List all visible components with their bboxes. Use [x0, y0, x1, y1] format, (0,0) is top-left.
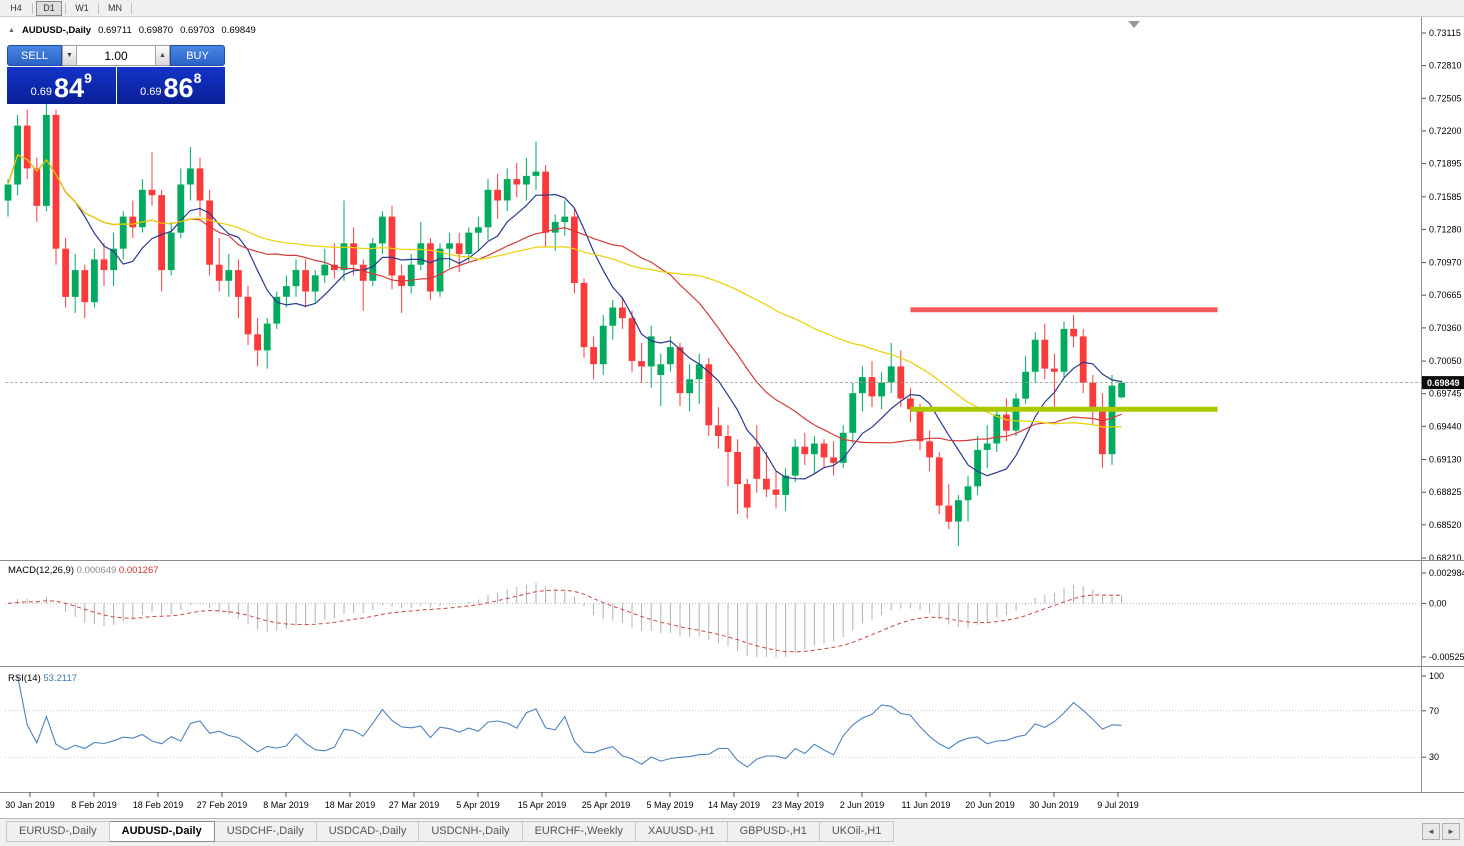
svg-text:18 Mar 2019: 18 Mar 2019	[325, 800, 376, 810]
buy-price-prefix: 0.69	[140, 86, 162, 98]
buy-price-pips: 86	[163, 73, 194, 103]
svg-text:0.68210: 0.68210	[1429, 553, 1462, 563]
triangle-down-icon: ▼	[66, 52, 73, 59]
chart-shift-icon	[1128, 21, 1140, 28]
tab-eurusd-daily[interactable]: EURUSD-,Daily	[6, 821, 110, 842]
symbol-tabs: EURUSD-,Daily AUDUSD-,Daily USDCHF-,Daily U…	[6, 821, 895, 842]
svg-text:0.002984: 0.002984	[1429, 568, 1464, 578]
svg-text:2 Jun 2019: 2 Jun 2019	[840, 800, 885, 810]
svg-text:-0.005256: -0.005256	[1429, 652, 1464, 662]
volume-decrease-button[interactable]: ▼	[62, 45, 77, 66]
buy-price-point: 8	[193, 70, 202, 86]
arrow-right-icon: ►	[1447, 827, 1455, 836]
chart-window: 0.73115 0.72810 0.72505 0.72200 0.71895 0.715…	[0, 17, 1464, 818]
sell-price[interactable]: 0.69 84 9	[7, 67, 116, 104]
candlestick-series	[4, 98, 1125, 547]
toolbar-separator	[131, 2, 132, 14]
tabs-scroll-left-button[interactable]: ◄	[1422, 823, 1440, 840]
svg-text:0.69440: 0.69440	[1429, 421, 1462, 431]
support-resistance-levels	[910, 307, 1218, 412]
pane-separators	[0, 17, 1464, 793]
svg-text:30 Jun 2019: 30 Jun 2019	[1029, 800, 1079, 810]
svg-text:23 May 2019: 23 May 2019	[772, 800, 824, 810]
triangle-up-icon: ▲	[159, 52, 166, 59]
one-click-trading-panel: SELL ▼ 1.00 ▲ BUY 0.69 84 9 0.69 86 8	[7, 45, 225, 104]
svg-text:0.70970: 0.70970	[1429, 258, 1462, 268]
timeframe-h4-button[interactable]: H4	[3, 0, 29, 16]
svg-text:0.71585: 0.71585	[1429, 192, 1462, 202]
svg-text:30 Jan 2019: 30 Jan 2019	[5, 800, 55, 810]
svg-text:0.70360: 0.70360	[1429, 323, 1462, 333]
svg-text:15 Apr 2019: 15 Apr 2019	[518, 800, 567, 810]
sell-price-prefix: 0.69	[30, 86, 53, 98]
svg-text:18 Feb 2019: 18 Feb 2019	[133, 800, 184, 810]
tabs-scroll-right-button[interactable]: ►	[1442, 823, 1460, 840]
one-click-collapse-icon[interactable]: ▲	[8, 27, 15, 34]
svg-text:0.69130: 0.69130	[1429, 455, 1462, 465]
svg-text:0.70665: 0.70665	[1429, 290, 1462, 300]
svg-text:0.72505: 0.72505	[1429, 93, 1462, 103]
svg-text:5 Apr 2019: 5 Apr 2019	[456, 800, 500, 810]
tab-ukoil-h1[interactable]: UKOil-,H1	[819, 821, 895, 842]
toolbar-separator	[65, 2, 66, 14]
toolbar-separator	[98, 2, 99, 14]
svg-text:30: 30	[1429, 752, 1439, 762]
svg-text:0.72200: 0.72200	[1429, 126, 1462, 136]
price-axis: 0.73115 0.72810 0.72505 0.72200 0.71895 0.715…	[1422, 28, 1464, 762]
bid-price-line	[5, 21, 1421, 384]
svg-text:8 Mar 2019: 8 Mar 2019	[263, 800, 309, 810]
svg-text:5 May 2019: 5 May 2019	[646, 800, 693, 810]
svg-text:14 May 2019: 14 May 2019	[708, 800, 760, 810]
symbol-tabbar: EURUSD-,Daily AUDUSD-,Daily USDCHF-,Daily U…	[0, 818, 1464, 846]
buy-button[interactable]: BUY	[170, 45, 225, 66]
svg-text:0.71895: 0.71895	[1429, 159, 1462, 169]
tab-usdcad-daily[interactable]: USDCAD-,Daily	[316, 821, 420, 842]
svg-text:20 Jun 2019: 20 Jun 2019	[965, 800, 1015, 810]
svg-text:0.68520: 0.68520	[1429, 520, 1462, 530]
tab-audusd-daily[interactable]: AUDUSD-,Daily	[109, 821, 215, 842]
tab-gbpusd-h1[interactable]: GBPUSD-,H1	[727, 821, 820, 842]
macd-pane	[5, 583, 1421, 657]
svg-text:0.72810: 0.72810	[1429, 61, 1462, 71]
sell-button[interactable]: SELL	[7, 45, 62, 66]
svg-text:25 Apr 2019: 25 Apr 2019	[582, 800, 631, 810]
svg-text:0.00: 0.00	[1429, 598, 1447, 608]
svg-text:0.71280: 0.71280	[1429, 224, 1462, 234]
sell-price-point: 9	[84, 70, 92, 86]
svg-text:0.73115: 0.73115	[1429, 28, 1461, 38]
sell-price-pips: 84	[54, 73, 85, 103]
tab-eurchf-weekly[interactable]: EURCHF-,Weekly	[522, 821, 636, 842]
time-axis: 30 Jan 2019 8 Feb 2019 18 Feb 2019 27 Feb 2…	[5, 792, 1139, 810]
svg-text:0.70050: 0.70050	[1429, 356, 1462, 366]
svg-text:27 Feb 2019: 27 Feb 2019	[197, 800, 248, 810]
timeframe-w1-button[interactable]: W1	[69, 0, 95, 16]
tab-usdcnh-daily[interactable]: USDCNH-,Daily	[419, 821, 523, 842]
svg-text:11 Jun 2019: 11 Jun 2019	[902, 800, 951, 810]
svg-text:9 Jul 2019: 9 Jul 2019	[1097, 800, 1139, 810]
tab-xauusd-h1[interactable]: XAUUSD-,H1	[635, 821, 728, 842]
timeframe-mn-button[interactable]: MN	[102, 0, 128, 16]
volume-input[interactable]: 1.00	[77, 45, 155, 66]
trade-prices-row: 0.69 84 9 0.69 86 8	[7, 67, 225, 104]
volume-increase-button[interactable]: ▲	[155, 45, 170, 66]
arrow-left-icon: ◄	[1427, 827, 1435, 836]
chart-canvas[interactable]: 0.73115 0.72810 0.72505 0.72200 0.71895 0.715…	[0, 17, 1464, 815]
toolbar-separator	[32, 2, 33, 14]
rsi-pane	[5, 675, 1421, 768]
svg-text:27 Mar 2019: 27 Mar 2019	[389, 800, 440, 810]
buy-price[interactable]: 0.69 86 8	[116, 67, 225, 104]
svg-text:0.68825: 0.68825	[1429, 487, 1462, 497]
moving-averages	[7, 154, 1122, 480]
tab-scroll-buttons: ◄ ►	[1422, 821, 1460, 840]
svg-text:70: 70	[1429, 706, 1439, 716]
svg-text:0.69849: 0.69849	[1427, 378, 1460, 388]
svg-text:100: 100	[1429, 671, 1444, 681]
timeframe-d1-button[interactable]: D1	[36, 0, 62, 16]
svg-text:8 Feb 2019: 8 Feb 2019	[71, 800, 117, 810]
timeframe-toolbar: H4 D1 W1 MN	[0, 0, 1464, 17]
svg-text:0.69745: 0.69745	[1429, 389, 1462, 399]
trade-controls-row: SELL ▼ 1.00 ▲ BUY	[7, 45, 225, 66]
tab-usdchf-daily[interactable]: USDCHF-,Daily	[214, 821, 317, 842]
